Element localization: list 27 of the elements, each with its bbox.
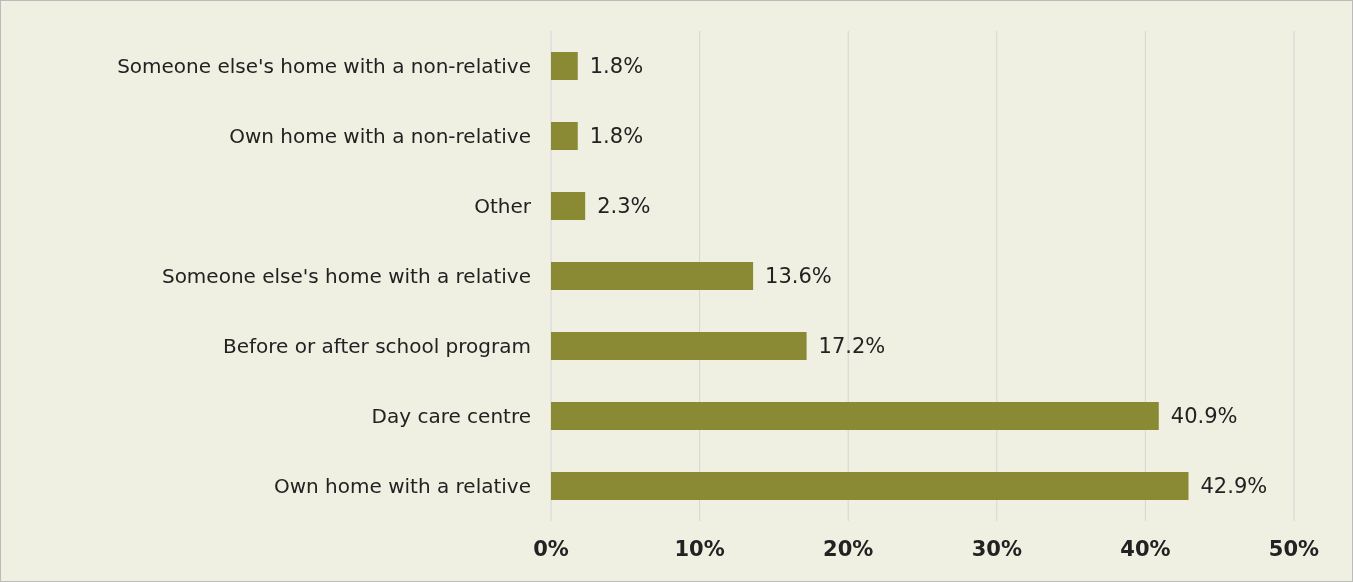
bar [551, 262, 754, 290]
data-label: 2.3% [597, 194, 651, 219]
y-tick-label: Own home with a non-relative [229, 124, 531, 149]
x-tick-label: 40% [1120, 536, 1171, 561]
bar [551, 332, 807, 360]
bar [551, 52, 578, 80]
bar [551, 192, 586, 220]
bar [551, 472, 1189, 500]
y-tick-label: Day care centre [371, 404, 531, 429]
data-label: 13.6% [765, 264, 832, 289]
x-tick-label: 20% [823, 536, 874, 561]
bar [551, 402, 1159, 430]
data-label: 40.9% [1170, 404, 1238, 429]
data-label: 1.8% [589, 124, 644, 149]
y-tick-label: Other [474, 194, 532, 219]
x-tick-label: 30% [971, 536, 1022, 561]
data-label: 17.2% [818, 334, 886, 359]
y-tick-label: Someone else's home with a relative [161, 264, 531, 289]
data-label: 1.8% [589, 54, 644, 79]
y-tick-label: Someone else's home with a non-relative [117, 54, 531, 79]
bar [551, 122, 578, 150]
x-tick-label: 10% [674, 536, 725, 561]
y-tick-label: Before or after school program [222, 334, 531, 359]
data-label: 42.9% [1200, 474, 1268, 499]
x-tick-label: 0% [533, 536, 569, 561]
x-tick-label: 50% [1268, 536, 1320, 561]
y-tick-label: Own home with a relative [273, 474, 531, 499]
